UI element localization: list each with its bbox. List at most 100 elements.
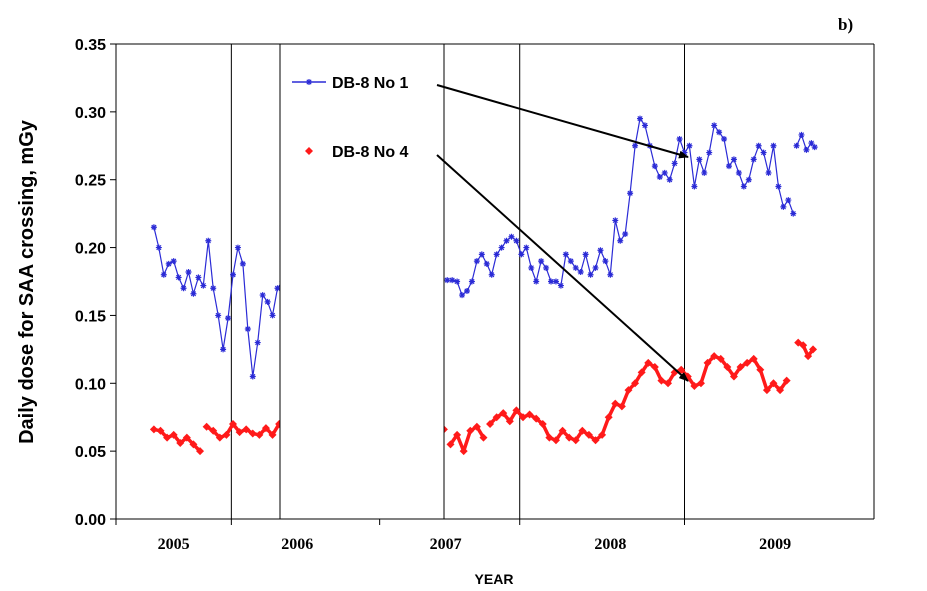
- data-point: [202, 422, 211, 431]
- data-point: [503, 237, 510, 244]
- data-point: [558, 426, 567, 435]
- data-point: [808, 140, 815, 147]
- data-point: [745, 176, 752, 183]
- data-point: [676, 136, 683, 142]
- data-point: [612, 217, 619, 224]
- legend-box: [279, 43, 445, 520]
- data-point: [617, 402, 626, 411]
- data-point: [756, 365, 765, 374]
- data-point: [762, 386, 771, 395]
- data-point: [222, 430, 231, 439]
- data-point: [492, 413, 501, 422]
- data-point: [519, 413, 528, 422]
- data-point: [242, 425, 251, 434]
- data-point: [750, 156, 757, 163]
- data-point: [220, 346, 227, 353]
- x-tick-label: 2007: [430, 536, 462, 553]
- data-point: [622, 231, 629, 237]
- data-point: [453, 430, 462, 439]
- data-point: [163, 433, 172, 442]
- data-point: [611, 399, 620, 408]
- data-point: [803, 146, 810, 153]
- data-point: [269, 312, 276, 319]
- data-point: [449, 277, 456, 284]
- data-point: [235, 428, 244, 437]
- annotation-arrows: [436, 84, 689, 382]
- legend-swatch-marker: [306, 79, 312, 85]
- x-axis-ticks: 2005 2006 2007 2008 2009: [115, 519, 791, 553]
- data-point: [769, 379, 778, 388]
- x-tick-label: 2006: [281, 536, 313, 553]
- data-point: [765, 169, 772, 176]
- series-line: [488, 354, 789, 443]
- data-point: [478, 251, 485, 258]
- legend-label: DB-8 No 4: [332, 144, 409, 161]
- data-point: [274, 285, 281, 292]
- data-point: [548, 278, 555, 285]
- data-point: [505, 417, 514, 426]
- data-point: [261, 424, 270, 433]
- data-point: [200, 282, 207, 289]
- data-point: [661, 169, 668, 176]
- data-point: [770, 142, 777, 149]
- data-point: [804, 352, 813, 361]
- data-point: [239, 260, 246, 267]
- data-point: [624, 386, 633, 395]
- data-point: [637, 115, 644, 122]
- data-point: [809, 345, 818, 354]
- data-point: [710, 352, 719, 361]
- x-tick-label: 2005: [158, 536, 190, 553]
- data-point: [215, 312, 222, 319]
- y-tick-label: 0.35: [75, 37, 106, 54]
- data-point: [225, 315, 232, 322]
- data-point: [577, 269, 584, 275]
- data-point: [631, 379, 640, 388]
- data-point: [454, 278, 461, 285]
- data-point: [740, 183, 747, 190]
- x-tick-label: 2009: [759, 536, 791, 553]
- data-point: [723, 363, 732, 371]
- data-point: [255, 430, 264, 439]
- data-point: [716, 129, 723, 136]
- x-tick-label: 2008: [594, 536, 626, 553]
- data-point: [617, 237, 624, 244]
- data-point: [525, 410, 534, 419]
- data-point: [760, 149, 767, 156]
- y-tick-label: 0.30: [75, 105, 106, 122]
- data-point: [641, 122, 648, 129]
- data-point: [793, 142, 800, 149]
- data-point: [602, 258, 609, 265]
- series-layer: [149, 115, 818, 456]
- data-point: [268, 430, 277, 439]
- data-point: [811, 144, 818, 151]
- data-point: [493, 251, 500, 258]
- data-point: [607, 271, 614, 278]
- data-point: [160, 271, 167, 278]
- data-point: [785, 197, 792, 204]
- data-point: [730, 156, 737, 163]
- data-point: [512, 406, 521, 415]
- data-point: [473, 258, 480, 265]
- data-point: [532, 414, 541, 423]
- data-point: [205, 237, 212, 244]
- data-point: [229, 271, 236, 278]
- y-tick-label: 0.05: [75, 444, 106, 461]
- data-point: [195, 274, 202, 281]
- data-point: [444, 277, 451, 284]
- data-point: [551, 436, 560, 445]
- data-point: [528, 264, 535, 271]
- data-point: [463, 288, 470, 294]
- data-point: [716, 354, 725, 363]
- data-point: [598, 430, 607, 439]
- data-point: [729, 372, 738, 381]
- data-point: [691, 183, 698, 190]
- data-point: [725, 163, 732, 170]
- data-point: [604, 413, 613, 422]
- data-point: [572, 264, 579, 271]
- y-tick-label: 0.00: [75, 512, 106, 529]
- data-point: [664, 379, 673, 388]
- data-point: [170, 258, 177, 265]
- data-point: [189, 440, 198, 449]
- data-point: [466, 426, 475, 435]
- data-point: [210, 285, 217, 292]
